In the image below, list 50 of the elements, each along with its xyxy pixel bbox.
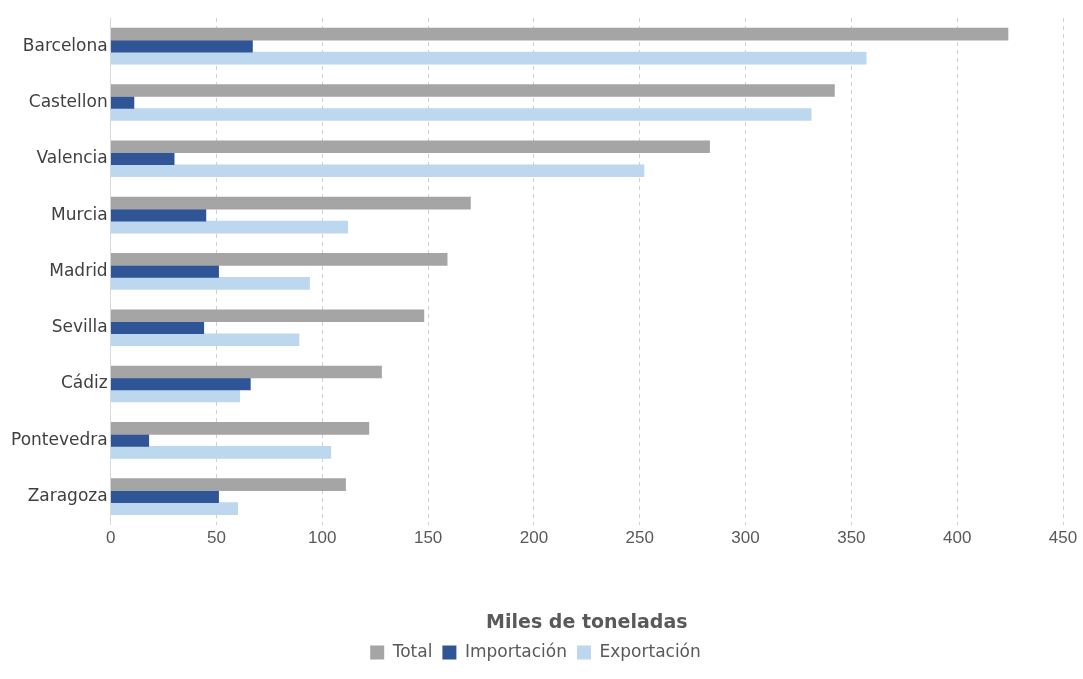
- bar: [110, 152, 175, 166]
- y-tick-label: Murcia: [51, 203, 108, 224]
- bar: [110, 265, 219, 278]
- bar: [110, 196, 471, 210]
- bar: [110, 96, 135, 109]
- bar: [110, 365, 382, 379]
- y-tick-label: Castellon: [28, 90, 108, 111]
- bar: [110, 422, 370, 435]
- bar: [110, 220, 349, 234]
- bar: [110, 478, 346, 491]
- x-tick-label: 0: [105, 527, 116, 547]
- x-tick-label: 200: [519, 527, 549, 547]
- y-tick-label: Sevilla: [51, 316, 108, 337]
- x-tick-label: 300: [731, 527, 760, 547]
- x-tick-label: 250: [625, 527, 654, 547]
- y-tick-label: Cádiz: [60, 372, 108, 393]
- y-tick-label: Valencia: [36, 147, 108, 168]
- y-tick-label: Madrid: [49, 259, 108, 280]
- bar: [110, 309, 425, 323]
- y-tick-label: Pontevedra: [10, 428, 108, 449]
- bar: [110, 140, 710, 154]
- bar: [110, 27, 1009, 41]
- bar: [110, 84, 835, 97]
- x-tick-label: 400: [943, 527, 972, 547]
- bar: [110, 208, 207, 222]
- legend-label: Total: [391, 640, 433, 661]
- bar: [110, 490, 219, 503]
- bar: [110, 333, 300, 347]
- y-tick-label: Barcelona: [22, 34, 108, 55]
- x-tick-label: 350: [837, 527, 866, 547]
- bar: [110, 253, 448, 266]
- x-tick-label: 100: [308, 527, 337, 547]
- x-tick-label: 150: [413, 527, 443, 547]
- bar: [110, 321, 205, 335]
- x-axis-title: Miles de toneladas: [486, 609, 688, 632]
- bar: [110, 502, 238, 515]
- y-tick-label: Zaragoza: [27, 485, 108, 506]
- x-tick-label: 450: [1048, 527, 1078, 547]
- bar: [110, 108, 812, 121]
- bar: [110, 164, 645, 178]
- legend-label: Exportación: [599, 640, 701, 661]
- bar: [110, 377, 251, 391]
- bar: [110, 446, 332, 459]
- bar: [110, 434, 150, 447]
- x-tick-label: 50: [207, 527, 226, 547]
- bar: [110, 389, 241, 403]
- legend-label: Importación: [464, 640, 567, 661]
- bar: [110, 277, 310, 290]
- bar: [110, 51, 867, 65]
- bar: [110, 39, 253, 53]
